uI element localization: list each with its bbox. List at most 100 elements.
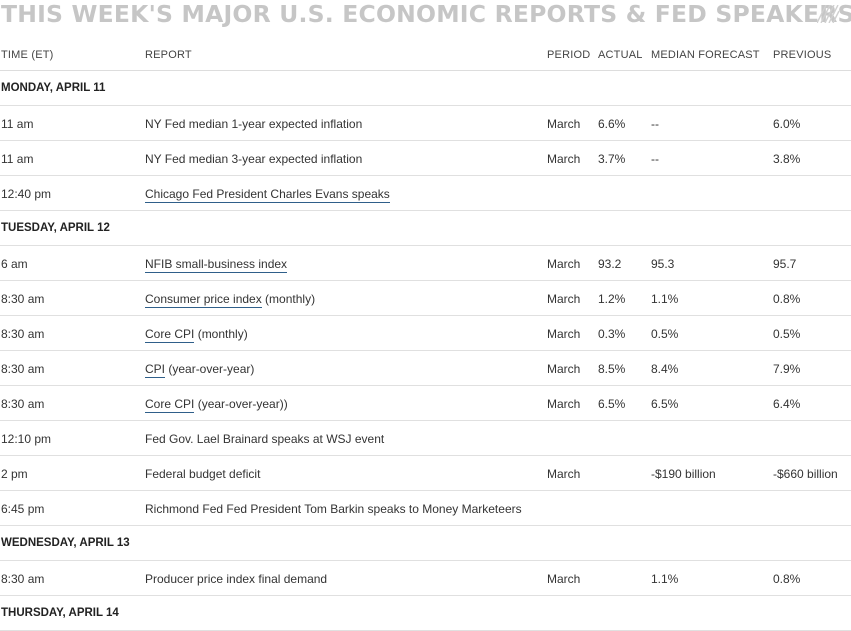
report-text: (year-over-year)) <box>194 397 288 411</box>
table-row: 12:10 pm Fed Gov. Lael Brainard speaks at… <box>0 421 851 456</box>
time-cell: 6 am <box>1 257 28 271</box>
table-row: 8:30 am Core CPI (year-over-year)) March 6.… <box>0 386 851 421</box>
report-link[interactable]: Core CPI <box>145 397 195 413</box>
time-cell: 8:30 am <box>1 572 45 586</box>
median-forecast-cell: 1.1% <box>651 572 679 586</box>
actual-cell: 0.3% <box>598 327 626 341</box>
median-forecast-cell: 95.3 <box>651 257 675 271</box>
period-cell: March <box>547 397 581 411</box>
period-cell: March <box>547 257 581 271</box>
report-text: (year-over-year) <box>165 362 255 376</box>
previous-cell: 0.5% <box>773 327 801 341</box>
table-row: 6:45 pm Richmond Fed Fed President Tom Ba… <box>0 491 851 526</box>
report-link[interactable]: Core CPI <box>145 327 195 343</box>
time-cell: 8:30 am <box>1 397 45 411</box>
actual-cell: 93.2 <box>598 257 622 271</box>
previous-cell: -$660 billion <box>773 467 838 481</box>
report-cell: Federal budget deficit <box>145 467 260 481</box>
period-cell: March <box>547 572 581 586</box>
time-cell: 12:40 pm <box>1 187 52 201</box>
table-row: 8:30 am Consumer price index (monthly) Mar… <box>0 281 851 316</box>
actual-cell: 1.2% <box>598 292 626 306</box>
period-cell: March <box>547 467 581 481</box>
report-cell: NY Fed median 1-year expected inflation <box>145 117 362 131</box>
table-row: 8:30 am CPI (year-over-year) March 8.5% 8.4%… <box>0 351 851 386</box>
report-cell: Core CPI (year-over-year)) <box>145 397 288 413</box>
period-cell: March <box>547 117 581 131</box>
previous-cell: 0.8% <box>773 292 801 306</box>
report-text: (monthly) <box>261 292 316 306</box>
page-header: THIS WEEK'S MAJOR U.S. ECONOMIC REPORTS … <box>0 0 851 28</box>
time-cell: 6:45 pm <box>1 502 45 516</box>
day-row: THURSDAY, APRIL 14 <box>0 596 851 631</box>
previous-cell: 7.9% <box>773 362 801 376</box>
diagonal-stripes-icon <box>817 5 839 23</box>
median-forecast-cell: 1.1% <box>651 292 679 306</box>
previous-cell: 95.7 <box>773 257 797 271</box>
actual-cell: 6.5% <box>598 397 626 411</box>
period-cell: March <box>547 152 581 166</box>
report-link[interactable]: NFIB small-business index <box>145 257 288 273</box>
report-cell: NY Fed median 3-year expected inflation <box>145 152 362 166</box>
day-row: MONDAY, APRIL 11 <box>0 71 851 106</box>
report-cell: NFIB small-business index <box>145 257 288 273</box>
report-cell: Fed Gov. Lael Brainard speaks at WSJ eve… <box>145 432 384 446</box>
report-cell: Core CPI (monthly) <box>145 327 248 343</box>
median-forecast-cell: 0.5% <box>651 327 679 341</box>
header-previous: PREVIOUS <box>773 49 832 61</box>
day-label: TUESDAY, APRIL 12 <box>1 222 110 234</box>
median-forecast-cell: 6.5% <box>651 397 679 411</box>
actual-cell: 3.7% <box>598 152 626 166</box>
day-label: MONDAY, APRIL 11 <box>1 82 106 94</box>
time-cell: 8:30 am <box>1 327 45 341</box>
median-forecast-cell: -$190 billion <box>651 467 716 481</box>
report-text: NY Fed median 1-year expected inflation <box>145 117 363 131</box>
actual-cell: 8.5% <box>598 362 626 376</box>
time-cell: 2 pm <box>1 467 28 481</box>
table-header: TIME (ET) REPORT PERIOD ACTUAL MEDIAN FO… <box>0 36 851 71</box>
table-row: 12:40 pm Chicago Fed President Charles Ev… <box>0 176 851 211</box>
period-cell: March <box>547 292 581 306</box>
report-link[interactable]: CPI <box>145 362 166 378</box>
time-cell: 8:30 am <box>1 292 45 306</box>
report-text: Richmond Fed Fed President Tom Barkin sp… <box>145 502 522 516</box>
previous-cell: 6.4% <box>773 397 801 411</box>
report-cell: Producer price index final demand <box>145 572 327 586</box>
time-cell: 11 am <box>1 152 34 166</box>
period-cell: March <box>547 327 581 341</box>
report-text: (monthly) <box>194 327 248 341</box>
table-row: 6 am NFIB small-business index March 93.2 95… <box>0 246 851 281</box>
report-text: Producer price index final demand <box>145 572 328 586</box>
previous-cell: 0.8% <box>773 572 801 586</box>
report-link[interactable]: Chicago Fed President Charles Evans spea… <box>145 187 390 203</box>
report-cell: Richmond Fed Fed President Tom Barkin sp… <box>145 502 522 516</box>
actual-cell: 6.6% <box>598 117 626 131</box>
report-text: Fed Gov. Lael Brainard speaks at WSJ eve… <box>145 432 385 446</box>
period-cell: March <box>547 362 581 376</box>
median-forecast-cell: -- <box>651 152 659 166</box>
page-title: THIS WEEK'S MAJOR U.S. ECONOMIC REPORTS … <box>1 0 851 28</box>
table-row: 11 am NY Fed median 1-year expected infla… <box>0 106 851 141</box>
report-link[interactable]: Consumer price index <box>145 292 262 308</box>
time-cell: 8:30 am <box>1 362 45 376</box>
median-forecast-cell: 8.4% <box>651 362 679 376</box>
time-cell: 12:10 pm <box>1 432 52 446</box>
previous-cell: 6.0% <box>773 117 801 131</box>
header-time: TIME (ET) <box>1 49 54 61</box>
table-row: 8:30 am Core CPI (monthly) March 0.3% 0.5% 0.… <box>0 316 851 351</box>
report-cell: CPI (year-over-year) <box>145 362 255 378</box>
median-forecast-cell: -- <box>651 117 659 131</box>
day-row: WEDNESDAY, APRIL 13 <box>0 526 851 561</box>
table-row: 8:30 am Producer price index final demand… <box>0 561 851 596</box>
header-actual: ACTUAL <box>598 49 643 61</box>
time-cell: 11 am <box>1 117 34 131</box>
report-text: Federal budget deficit <box>145 467 261 481</box>
report-cell: Chicago Fed President Charles Evans spea… <box>145 187 390 203</box>
header-median-forecast: MEDIAN FORECAST <box>651 49 760 61</box>
day-label: THURSDAY, APRIL 14 <box>1 607 119 619</box>
table-row: 11 am NY Fed median 3-year expected infla… <box>0 141 851 176</box>
report-cell: Consumer price index (monthly) <box>145 292 316 308</box>
table-row: 2 pm Federal budget deficit March -$190 bil… <box>0 456 851 491</box>
day-label: WEDNESDAY, APRIL 13 <box>1 537 130 549</box>
previous-cell: 3.8% <box>773 152 801 166</box>
